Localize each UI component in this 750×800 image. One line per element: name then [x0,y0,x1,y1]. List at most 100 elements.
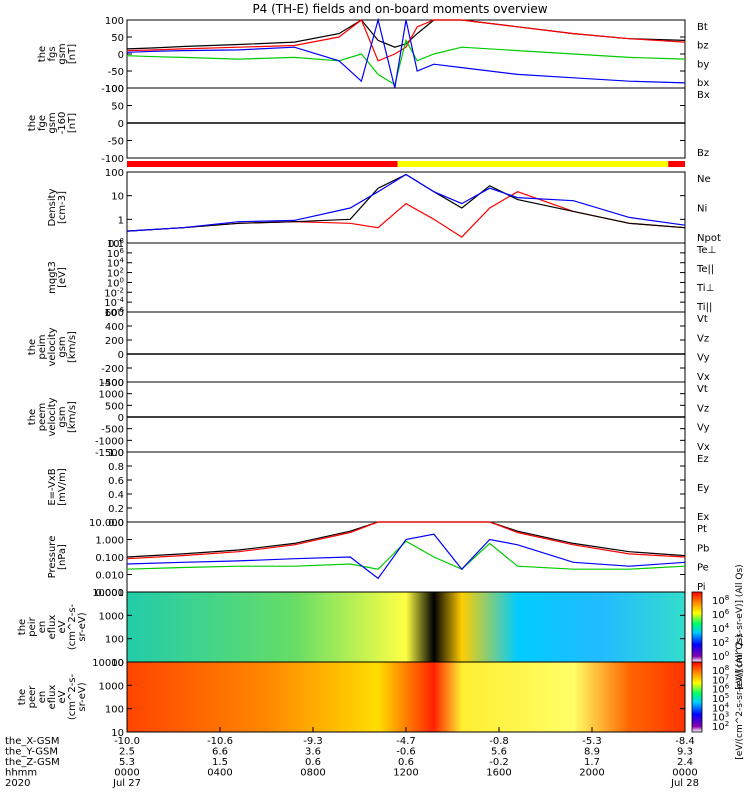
y-axis-label: E=-VxB [47,468,58,505]
panel-fge: 100 50 0 -50 -100 the fge gsm -160 [nT] Bx Bz [27,84,710,165]
series-pressure-Pb [126,521,686,560]
series-density-Npot [126,173,686,232]
legend-Pi: Pi [697,582,706,593]
y-axis-label: sr-eV) [77,612,88,641]
x-tick-label: 0800 [300,768,325,779]
y-tick-label: 100 [105,16,124,27]
y-axis-label: velocity [47,397,58,436]
y-tick-label: 0 [118,350,124,361]
y-axis-label: mqgt3 [47,261,58,294]
x-tick-label: 3.6 [305,747,321,758]
legend-bx: bx [697,78,709,89]
series-density-Ne [126,191,686,238]
y-tick-label: 1000 [99,681,124,692]
y-axis-label: -160 [57,112,68,135]
y-tick-label: 0.001 [95,588,124,599]
x-tick-label: Jul 28 [670,778,699,789]
y-tick-label: 0 [118,50,124,61]
legend-Vx: Vx [697,442,710,453]
y-tick-label: 0.2 [108,504,124,515]
y-axis-label: (cm^2-s- [67,603,78,650]
x-tick-label: 2000 [579,768,604,779]
legend-Vy: Vy [697,423,710,434]
x-row-label: 2020 [5,778,30,789]
legend-Vt: Vt [697,314,708,325]
y-axis-label: Density [47,188,58,226]
panel-peer: 10000 1000 100 10 the peer en eflux eV (cm^2-s-sr… [17,658,686,739]
y-axis-label: [mV/m] [57,468,68,506]
y-tick-label: -200 [101,364,124,375]
x-tick-label: 1200 [393,768,418,779]
legend-Vy: Vy [697,353,710,364]
colorbar-tick: 108 [712,664,729,677]
colorbar-label: [eV/(cm^2-s-sr-eV)] (All Qs) [735,634,745,759]
legend-Bt: Bt [697,22,708,33]
y-tick-label: -50 [108,67,124,78]
series-fgs-Bt [126,19,686,50]
y-tick-label: 50 [111,33,124,44]
legend-bz: bz [697,41,709,52]
y-tick-label: 0.6 [108,476,124,487]
colorbar-tick: 106 [712,608,730,621]
y-tick-label: 200 [105,336,124,347]
series-pressure-Pi [126,533,686,580]
y-tick-label: 400 [105,322,124,333]
legend-Te⊥: Te⊥ [696,245,716,256]
panel-fgs: 100 50 0 -50 -100 the fgs gsm [nT] Bt bz by bx [37,16,709,95]
y-tick-label: -500 [101,425,124,436]
x-tick-label: -0.6 [396,747,416,758]
mode-bar-segment [397,161,669,167]
y-tick-label: -100 [101,154,124,165]
series-fgs-bx [126,17,686,89]
y-tick-label: 0.8 [108,462,124,473]
y-tick-label: 10000 [92,588,124,599]
panel-peim_velocity: 600 400 200 0 -200 -400 the peim velocity gsm [km/… [27,308,710,389]
y-tick-label: 50 [111,102,124,113]
y-tick-label: 10-2 [104,286,124,299]
y-tick-label: 10-6 [104,306,124,319]
x-tick-label: 2.5 [119,747,135,758]
legend-Te||: Te|| [696,264,714,275]
y-tick-label: -1000 [95,436,124,447]
panel-efield: 1.0 0.8 0.6 0.4 0.2 0.0 E=-VxB [mV/m] Ez Ey Ex [47,448,709,529]
y-axis-label: [cm-3] [57,191,68,224]
panel-frame [126,19,686,89]
legend-Ex: Ex [697,512,709,523]
y-tick-label: 100 [105,635,124,646]
colorbar-tick: 104 [712,701,730,714]
y-axis-label: gsm [47,112,58,133]
legend-Pt: Pt [697,524,707,535]
x-tick-label: -10.6 [207,736,233,747]
x-tick-label: -0.2 [489,757,509,768]
y-axis-label: Pressure [47,536,58,579]
legend-Ne: Ne [697,174,711,185]
y-tick-label: 10000 [92,658,124,669]
panel-frame [126,521,686,593]
y-axis-label: the [27,409,38,425]
spectrogram-peir [127,592,685,662]
y-axis-label: gsm [57,43,68,64]
mode-bar [127,161,685,167]
y-tick-label: 600 [105,308,124,319]
y-tick-label: 100 [105,705,124,716]
colorbar-tick: 100 [712,650,729,663]
legend-Bz: Bz [697,148,709,159]
y-tick-label: 1.0 [108,448,124,459]
legend-Ey: Ey [697,483,709,494]
y-axis-label: peir [27,616,38,636]
y-axis-label: [eV] [57,267,68,288]
y-tick-label: 1.000 [95,536,124,547]
y-axis-label: en [37,691,48,704]
y-tick-label: 108 [107,237,124,250]
mode-bar-segment [127,161,398,167]
y-axis-label: eflux [47,685,58,710]
x-tick-label: 8.9 [584,747,600,758]
y-tick-label: 1000 [99,611,124,622]
y-tick-label: -100 [101,84,124,95]
colorbar-tick: 102 [712,636,729,649]
x-tick-label: -4.7 [396,736,416,747]
x-row-label: the_Z-GSM [5,757,60,768]
